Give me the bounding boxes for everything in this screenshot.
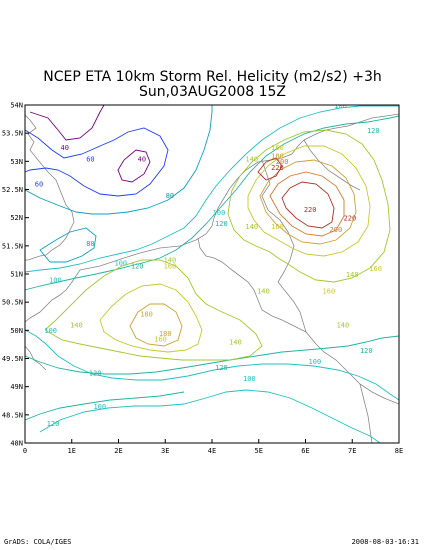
contour-label: 140 <box>257 288 270 296</box>
contour-label: 180 <box>159 330 172 338</box>
contour-label: 80 <box>86 240 94 248</box>
contours <box>25 105 399 443</box>
contour-label: 140 <box>70 322 83 330</box>
contour-label: 40 <box>138 155 146 163</box>
contour-label: 120 <box>47 420 60 428</box>
contour-label: 100 <box>93 403 106 411</box>
lon-tick-label: 6E <box>301 447 309 455</box>
contour-label: 160 <box>369 265 382 273</box>
contour-label: 120 <box>367 127 380 135</box>
contour-label: 160 <box>323 288 336 296</box>
lat-tick-label: 52N <box>10 214 23 222</box>
lat-tick-label: 50N <box>10 327 23 335</box>
contour-label: 100 <box>115 260 128 268</box>
latitude-axis: 54N 53.5N 53N 52.5N 52N 51.5N 51N 50.5N 50N 49.5N… <box>2 102 29 448</box>
contour-label: 220 <box>344 214 357 222</box>
lon-tick-label: 0 <box>23 447 27 455</box>
contour-label: 140 <box>245 223 258 231</box>
contour-label: 120 <box>89 369 102 377</box>
lon-tick-label: 4E <box>208 447 216 455</box>
plot-frame <box>24 104 400 444</box>
contour-label: 140 <box>346 271 359 279</box>
contour-label: 120 <box>360 347 373 355</box>
lat-tick-label: 53.5N <box>2 130 23 138</box>
longitude-axis: 0 1E 2E 3E 4E 5E 6E 7E 8E <box>23 439 403 455</box>
contour-label: 160 <box>271 144 284 152</box>
lat-tick-label: 54N <box>10 102 23 110</box>
contour-label: 140 <box>229 338 242 346</box>
contour-label: 100 <box>334 102 347 110</box>
contour-label: 140 <box>164 257 177 265</box>
lat-tick-label: 51N <box>10 271 23 279</box>
lon-tick-label: 2E <box>114 447 122 455</box>
contour-label: 100 <box>44 327 57 335</box>
contour-label: 60 <box>35 181 43 189</box>
contour-label: 100 <box>309 358 322 366</box>
footer-credit: GrADS: COLA/IGES <box>4 538 72 546</box>
lat-tick-label: 51.5N <box>2 242 23 250</box>
lat-tick-label: 50.5N <box>2 299 23 307</box>
contour-label: 60 <box>86 155 94 163</box>
contour-labels: 4040606080801001001001001001001001001201… <box>35 102 382 428</box>
coastlines <box>25 113 399 443</box>
contour-label: 180 <box>271 153 284 161</box>
contour-label: 160 <box>154 336 167 344</box>
footer-timestamp: 2008-08-03-16:31 <box>351 538 419 546</box>
contour-label: 200 <box>330 226 343 234</box>
contour-label: 40 <box>61 144 69 152</box>
lat-tick-label: 49N <box>10 383 23 391</box>
contour-label: 180 <box>140 310 153 318</box>
lon-tick-label: 3E <box>161 447 169 455</box>
lat-tick-label: 53N <box>10 158 23 166</box>
contour-label: 160 <box>164 262 177 270</box>
lat-tick-label: 52.5N <box>2 186 23 194</box>
contour-label: 100 <box>243 375 256 383</box>
lat-tick-label: 48N <box>10 440 23 448</box>
lon-tick-label: 5E <box>255 447 263 455</box>
contour-label: 120 <box>215 364 228 372</box>
contour-label: 160 <box>271 223 284 231</box>
contour-label: 120 <box>215 220 228 228</box>
lon-tick-label: 8E <box>395 447 403 455</box>
contour-label: 140 <box>337 322 350 330</box>
lat-tick-label: 49.5N <box>2 355 23 363</box>
lon-tick-label: 1E <box>68 447 76 455</box>
lat-tick-label: 48.5N <box>2 411 23 419</box>
chart-title-line1: NCEP ETA 10km Storm Rel. Helicity (m2/s2… <box>43 69 382 85</box>
contour-label: 220 <box>271 164 284 172</box>
contour-label: 100 <box>213 209 226 217</box>
lon-tick-label: 7E <box>348 447 356 455</box>
contour-label: 120 <box>131 262 144 270</box>
contour-label: 220 <box>304 206 317 214</box>
contour-label: 200 <box>276 158 289 166</box>
contour-label: 100 <box>49 276 62 284</box>
contour-label: 140 <box>245 155 258 163</box>
chart-title-line2: Sun,03AUG2008 15Z <box>138 84 287 100</box>
contour-label: 80 <box>166 192 174 200</box>
